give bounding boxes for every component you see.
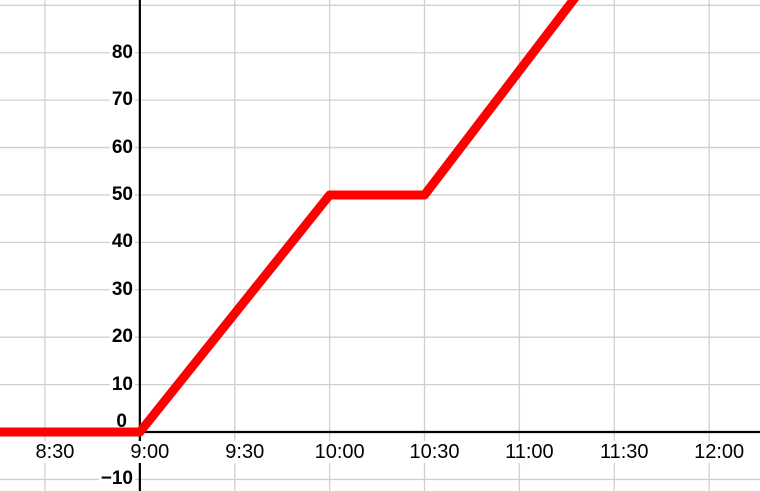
y-tick-label: 30 <box>109 278 135 300</box>
y-tick-label: 60 <box>109 136 135 158</box>
y-tick-label: 50 <box>109 183 135 205</box>
y-tick-label: 20 <box>109 326 135 348</box>
x-tick-label: 10:30 <box>406 441 463 463</box>
y-tick-label: 80 <box>109 41 135 63</box>
x-tick-label: 12:00 <box>691 441 748 463</box>
x-tick-label: 9:30 <box>222 441 268 463</box>
y-tick-label: −10 <box>98 468 135 490</box>
y-tick-label: 40 <box>109 231 135 253</box>
x-tick-label: 8:30 <box>32 441 78 463</box>
x-tick-label: 10:00 <box>311 441 368 463</box>
x-tick-label: 11:00 <box>502 441 557 463</box>
y-tick-label: 0 <box>116 411 127 433</box>
y-tick-label: 10 <box>109 373 135 395</box>
x-tick-label: 11:30 <box>596 441 652 463</box>
y-tick-label: 70 <box>109 89 135 111</box>
x-tick-label: 9:00 <box>127 441 173 463</box>
data-line-red-line[interactable] <box>0 0 580 437</box>
